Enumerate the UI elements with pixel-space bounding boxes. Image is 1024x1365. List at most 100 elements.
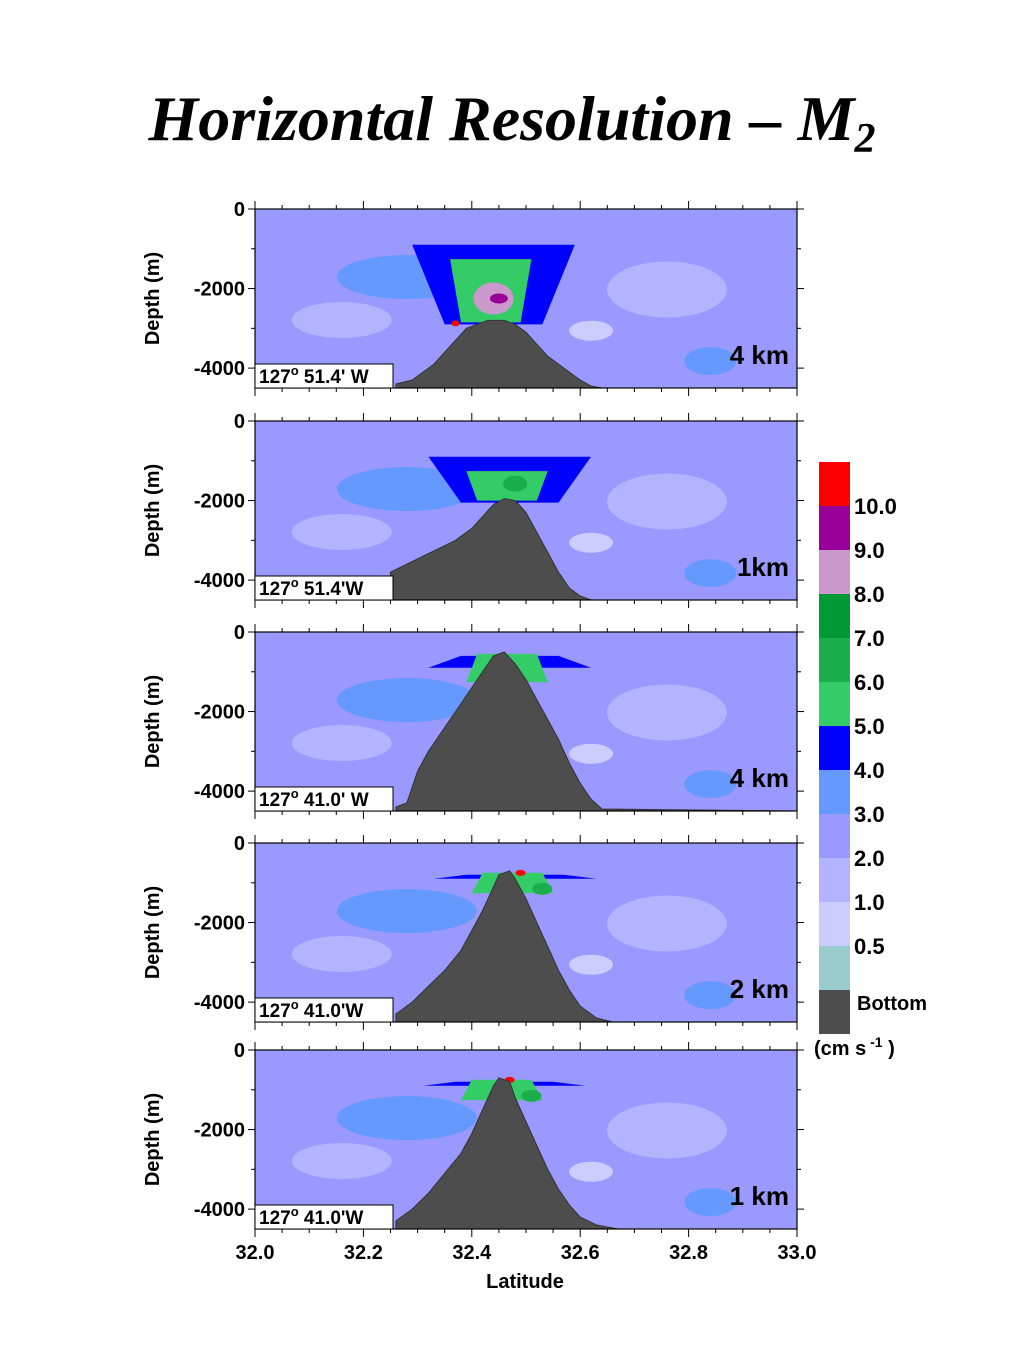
- x-axis-label: Latitude: [486, 1271, 564, 1293]
- low-speed-patch: [291, 513, 392, 550]
- low-speed-patch: [606, 1102, 727, 1159]
- location-degrees: 127: [259, 790, 291, 811]
- y-tick-label: 0: [234, 622, 245, 644]
- seafloor-bathymetry: [395, 870, 797, 1022]
- low-speed-patch: [291, 935, 392, 972]
- x-tick-label: 32.8: [669, 1242, 708, 1264]
- y-axis-label: Depth (m): [142, 886, 164, 979]
- colorbar-swatch: [819, 462, 850, 506]
- velocity-field: [255, 421, 797, 600]
- low-speed-patch: [291, 301, 392, 338]
- location-degrees: 127: [259, 1208, 291, 1229]
- mid-speed-patch: [336, 467, 477, 512]
- y-axis-label: Depth (m): [142, 1093, 164, 1186]
- colorbar-bottom-label: Bottom: [857, 993, 927, 1015]
- y-tick-label: -2000: [194, 913, 245, 935]
- panel-5: 0 -2000 -4000 32.0 32.2 32.4 32.6 32.8 33.0 Depth…: [142, 1040, 817, 1264]
- velocity-field: [255, 632, 797, 811]
- unit-prefix: (cm s: [814, 1038, 866, 1060]
- colorbar-swatch: [819, 550, 850, 594]
- location-degrees: 127: [259, 579, 291, 600]
- location-box: [254, 363, 394, 389]
- low-speed-patch: [569, 532, 614, 553]
- seafloor-bathymetry: [395, 651, 797, 811]
- mid-speed-patch: [336, 889, 477, 934]
- location-degree-symbol: o: [291, 575, 299, 590]
- y-tick-label: -2000: [194, 279, 245, 301]
- resolution-label: 1km: [737, 552, 789, 582]
- colorbar-swatch: [819, 946, 850, 990]
- velocity-field: [255, 209, 797, 388]
- mid-speed-patch: [336, 678, 477, 723]
- location-degrees: 127: [259, 367, 291, 388]
- chart-title-subscript: 2: [854, 116, 876, 162]
- chart-title: Horizontal Resolution – M2: [0, 82, 1024, 163]
- location-label: 127o 51.4'W: [259, 575, 363, 600]
- high-speed-core: [489, 293, 508, 304]
- y-tick-label: -4000: [194, 1199, 245, 1221]
- y-tick-label: -4000: [194, 358, 245, 380]
- velocity-field: [255, 843, 797, 1022]
- colorbar-swatch: [819, 506, 850, 550]
- x-tick-label: 32.4: [452, 1242, 492, 1264]
- colorbar-swatch: [819, 814, 850, 858]
- colorbar-label: 6.0: [854, 670, 885, 695]
- location-box: [254, 575, 394, 601]
- panel-1: 0 -2000 -4000 Depth (m) 4 km 127o 51.4' W: [142, 199, 804, 396]
- colorbar-label: 0.5: [854, 934, 885, 959]
- high-speed-core: [451, 320, 460, 327]
- panel-4: 0 -2000 -4000 Depth (m) 2 km 127o 41.0'W: [142, 833, 804, 1030]
- colorbar-label: 7.0: [854, 626, 885, 651]
- location-degree-symbol: o: [291, 1204, 299, 1219]
- y-tick-label: -2000: [194, 1120, 245, 1142]
- low-speed-patch: [569, 1161, 614, 1182]
- y-tick-label: 0: [234, 833, 245, 855]
- location-degree-symbol: o: [291, 363, 299, 378]
- high-speed-core: [503, 475, 528, 492]
- mid-speed-patch: [336, 1096, 477, 1141]
- mid-speed-patch: [684, 1188, 737, 1217]
- mid-speed-patch: [684, 981, 737, 1010]
- resolution-label: 4 km: [730, 340, 789, 370]
- location-label: 127o 41.0' W: [259, 786, 369, 811]
- x-tick-label: 32.6: [561, 1242, 600, 1264]
- chart-title-main: Horizontal Resolution – M: [148, 83, 855, 154]
- high-speed-core: [521, 1089, 542, 1102]
- resolution-label: 1 km: [730, 1181, 789, 1211]
- high-speed-core: [515, 869, 526, 876]
- y-tick-label: 0: [234, 1040, 245, 1062]
- velocity-field: [255, 1050, 797, 1229]
- y-axis-label: Depth (m): [142, 675, 164, 768]
- unit-suffix: ): [883, 1038, 895, 1060]
- y-tick-label: 0: [234, 411, 245, 433]
- low-speed-patch: [606, 473, 727, 530]
- colorbar-swatch: [819, 726, 850, 770]
- seafloor-bathymetry: [395, 1077, 797, 1229]
- colorbar-label: 1.0: [854, 890, 885, 915]
- panel-3: 0 -2000 -4000 Depth (m) 4 km 127o 41.0' W: [142, 622, 804, 819]
- colorbar-swatch: [819, 770, 850, 814]
- mid-speed-patch: [684, 770, 737, 799]
- y-tick-label: -4000: [194, 570, 245, 592]
- y-tick-label: 0: [234, 199, 245, 221]
- location-degree-symbol: o: [291, 997, 299, 1012]
- low-speed-patch: [569, 954, 614, 975]
- colorbar-label: 5.0: [854, 714, 885, 739]
- mid-speed-patch: [684, 559, 737, 588]
- mid-speed-patch: [684, 347, 737, 376]
- low-speed-patch: [291, 1142, 392, 1179]
- x-tick-label: 33.0: [778, 1242, 817, 1264]
- y-tick-label: -4000: [194, 992, 245, 1014]
- unit-exponent: -1: [866, 1034, 883, 1050]
- x-tick-label: 32.0: [236, 1242, 275, 1264]
- location-minutes: 51.4'W: [299, 579, 364, 600]
- y-tick-label: -2000: [194, 491, 245, 513]
- seafloor-bathymetry: [395, 319, 797, 388]
- location-box: [254, 997, 394, 1023]
- location-minutes: 41.0'W: [299, 1208, 364, 1229]
- colorbar-label: 2.0: [854, 846, 885, 871]
- y-tick-label: -4000: [194, 781, 245, 803]
- colorbar-label: 9.0: [854, 538, 885, 563]
